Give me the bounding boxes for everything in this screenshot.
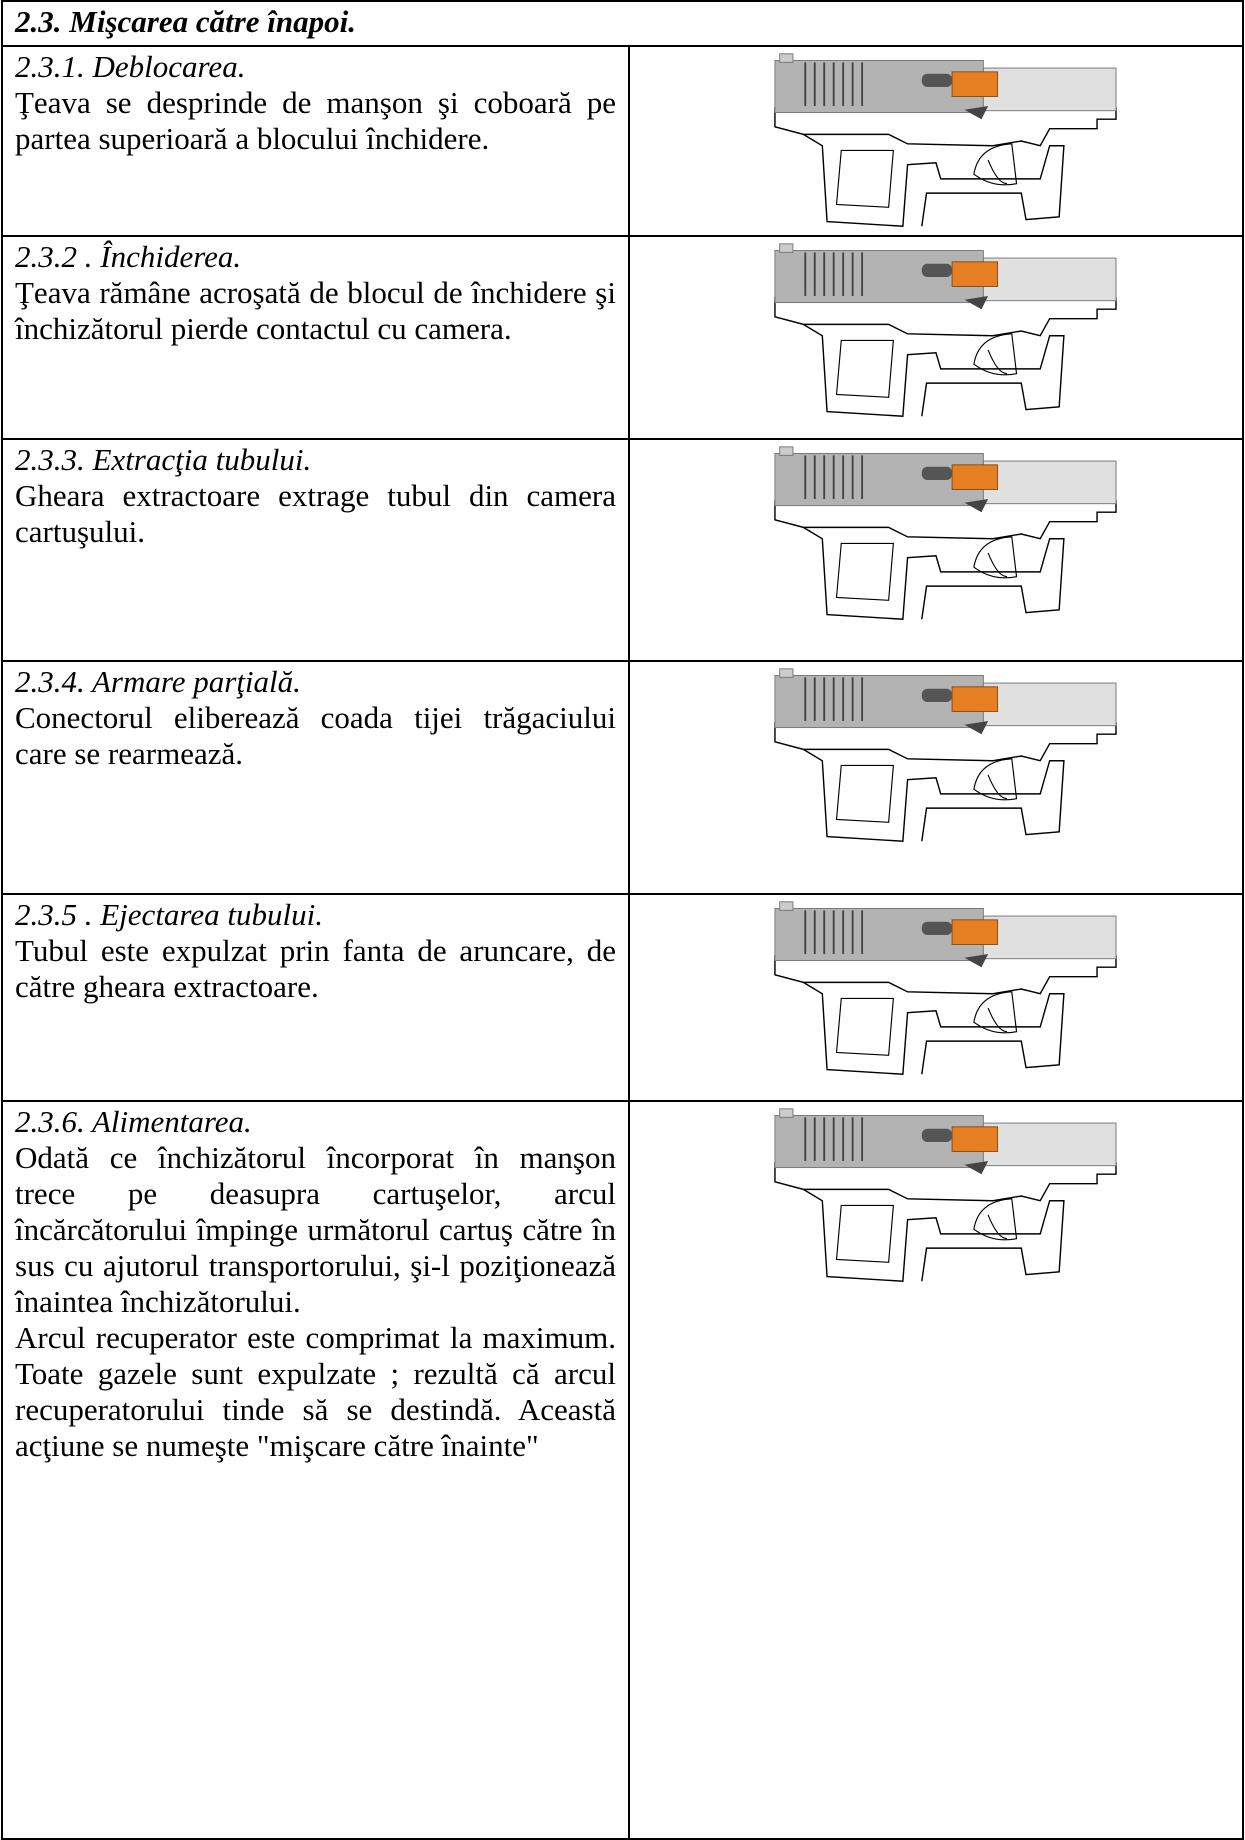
pistol-illustration (701, 241, 1171, 421)
pistol-illustration (701, 899, 1171, 1079)
section-title: 2.3. Mişcarea către înapoi. (1, 0, 1244, 47)
step-paragraph: Conectorul eliberează coada tijei trăgac… (15, 700, 616, 771)
pistol-illustration (701, 51, 1171, 231)
step-paragraph: Odată ce închizătorul încorporat în manş… (15, 1140, 616, 1319)
pistol-illustration (701, 1106, 1171, 1286)
step-row: 2.3.3. Extracţia tubului. Gheara extracto… (1, 438, 1244, 662)
pistol-drawing (775, 669, 1116, 841)
pistol-drawing (775, 54, 1116, 226)
step-text-cell: 2.3.1. Deblocarea. Ţeava se desprinde de … (1, 45, 630, 237)
step-text-cell: 2.3.6. Alimentarea. Odată ce închizătorul… (1, 1100, 630, 1840)
step-heading: 2.3.4. Armare parţială. (15, 664, 301, 699)
step-paragraph: Arcul recuperator este comprimat la maxi… (15, 1320, 616, 1463)
pistol-drawing (775, 902, 1116, 1074)
step-heading: 2.3.2 . Închiderea. (15, 239, 242, 274)
pistol-drawing (775, 244, 1116, 416)
step-heading: 2.3.6. Alimentarea. (15, 1104, 252, 1139)
step-heading: 2.3.5 . Ejectarea tubului. (15, 897, 323, 932)
step-row: 2.3.1. Deblocarea. Ţeava se desprinde de … (1, 45, 1244, 237)
step-text-cell: 2.3.5 . Ejectarea tubului. Tubul este exp… (1, 893, 630, 1102)
step-paragraph: Ţeava rămâne acroşată de blocul de închi… (15, 275, 616, 346)
step-heading: 2.3.3. Extracţia tubului. (15, 442, 312, 477)
step-text-cell: 2.3.3. Extracţia tubului. Gheara extracto… (1, 438, 630, 662)
pistol-illustration (701, 444, 1171, 624)
step-image-cell (628, 235, 1244, 440)
step-image-cell (628, 438, 1244, 662)
step-image-cell (628, 1100, 1244, 1840)
step-image-cell (628, 660, 1244, 895)
step-image-cell (628, 893, 1244, 1102)
pistol-drawing (775, 1109, 1116, 1281)
step-paragraph: Gheara extractoare extrage tubul din cam… (15, 478, 616, 549)
step-paragraph: Tubul este expulzat prin fanta de arunca… (15, 933, 616, 1004)
step-row: 2.3.2 . Închiderea. Ţeava rămâne acroşat… (1, 235, 1244, 440)
step-text-cell: 2.3.2 . Închiderea. Ţeava rămâne acroşat… (1, 235, 630, 440)
step-row: 2.3.4. Armare parţială. Conectorul eliber… (1, 660, 1244, 895)
step-row: 2.3.5 . Ejectarea tubului. Tubul este exp… (1, 893, 1244, 1102)
step-heading: 2.3.1. Deblocarea. (15, 49, 246, 84)
step-text-cell: 2.3.4. Armare parţială. Conectorul eliber… (1, 660, 630, 895)
step-row: 2.3.6. Alimentarea. Odată ce închizătorul… (1, 1100, 1244, 1840)
header-row: 2.3. Mişcarea către înapoi. (1, 0, 1244, 47)
step-paragraph: Ţeava se desprinde de manşon şi coboară … (15, 85, 616, 156)
pistol-drawing (775, 447, 1116, 619)
step-image-cell (628, 45, 1244, 237)
pistol-illustration (701, 666, 1171, 846)
